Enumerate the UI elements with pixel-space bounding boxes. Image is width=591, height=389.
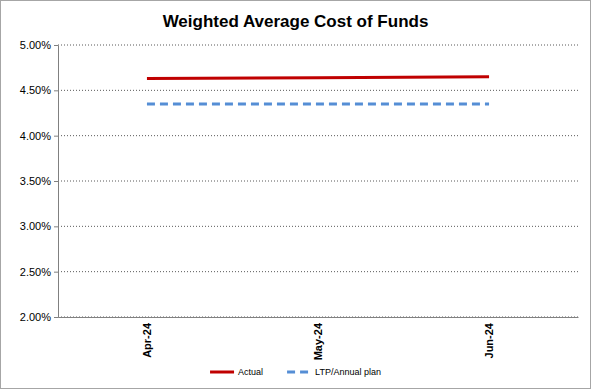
chart-border bbox=[1, 1, 591, 389]
y-tick-label: 4.50% bbox=[20, 84, 51, 96]
grid-line bbox=[58, 271, 578, 272]
y-tick-label: 2.00% bbox=[20, 311, 51, 323]
y-tick: 2.00% bbox=[20, 311, 58, 323]
y-tick-label: 3.00% bbox=[20, 220, 51, 232]
legend-label: LTP/Annual plan bbox=[315, 367, 381, 377]
series-line bbox=[147, 102, 489, 105]
y-tick: 2.50% bbox=[20, 266, 58, 278]
y-axis-line bbox=[58, 46, 59, 318]
y-tick: 4.50% bbox=[20, 84, 58, 96]
legend-label: Actual bbox=[238, 367, 263, 377]
legend-item: LTP/Annual plan bbox=[287, 367, 381, 377]
y-tick-mark bbox=[54, 317, 58, 318]
series-group bbox=[147, 77, 489, 104]
y-tick-mark bbox=[54, 136, 58, 137]
x-tick: May-24 bbox=[312, 317, 324, 360]
legend: Actual LTP/Annual plan bbox=[210, 367, 381, 377]
x-tick-label: May-24 bbox=[312, 322, 324, 360]
chart-title: Weighted Average Cost of Funds bbox=[163, 12, 429, 31]
x-axis: Apr-24 May-24 Jun-24 bbox=[59, 317, 579, 360]
y-tick-mark bbox=[54, 272, 58, 273]
y-tick-label: 5.00% bbox=[20, 39, 51, 51]
legend-swatch bbox=[287, 371, 311, 374]
grid-line bbox=[58, 90, 578, 91]
grid-line bbox=[58, 317, 578, 318]
y-tick: 3.50% bbox=[20, 175, 58, 187]
y-tick-mark bbox=[54, 90, 58, 91]
x-tick-label: Apr-24 bbox=[141, 322, 153, 358]
grid-line bbox=[58, 181, 578, 182]
y-tick-label: 3.50% bbox=[20, 175, 51, 187]
y-tick: 4.00% bbox=[20, 130, 58, 142]
y-tick: 5.00% bbox=[20, 39, 58, 51]
y-tick-mark bbox=[54, 181, 58, 182]
y-tick-label: 4.00% bbox=[20, 130, 51, 142]
legend-swatch bbox=[210, 371, 234, 374]
plot-area: 2.00% 2.50% 3.00% 3.50% 4.00% 4.50% 5.00% Apr-2… bbox=[20, 39, 579, 360]
y-tick-mark bbox=[54, 226, 58, 227]
grid-line bbox=[58, 45, 578, 46]
grid bbox=[58, 45, 578, 317]
grid-line bbox=[58, 135, 578, 136]
x-axis-line bbox=[59, 317, 579, 318]
series-line bbox=[147, 77, 489, 79]
grid-line bbox=[58, 226, 578, 227]
x-tick: Apr-24 bbox=[141, 317, 153, 358]
y-tick-mark bbox=[54, 45, 58, 46]
y-axis: 2.00% 2.50% 3.00% 3.50% 4.00% 4.50% 5.00% bbox=[20, 39, 59, 323]
x-tick-label: Jun-24 bbox=[483, 322, 495, 358]
legend-item: Actual bbox=[210, 367, 263, 377]
y-tick-label: 2.50% bbox=[20, 266, 51, 278]
chart: Weighted Average Cost of Funds 2.00% 2.50%… bbox=[0, 0, 591, 389]
y-tick: 3.00% bbox=[20, 220, 58, 232]
x-tick: Jun-24 bbox=[483, 317, 495, 358]
